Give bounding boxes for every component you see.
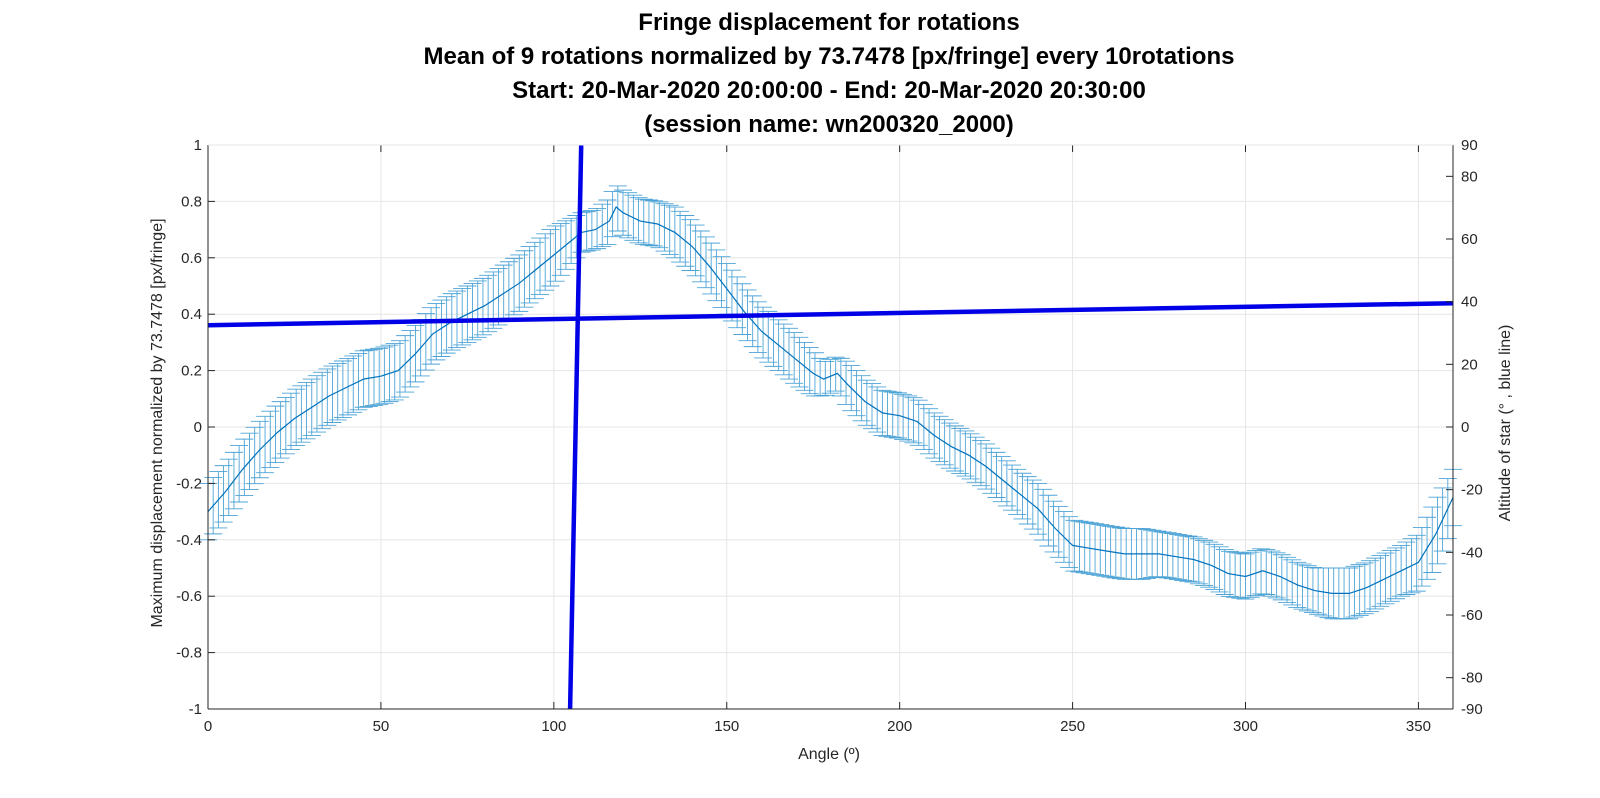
y-right-tick-label: -90 xyxy=(1461,701,1483,718)
y-tick-label: -0.8 xyxy=(176,645,202,662)
y-tick-label: 0 xyxy=(194,419,202,436)
title-line-1: Fringe displacement for rotations xyxy=(638,9,1019,36)
y-right-tick-label: -40 xyxy=(1461,544,1483,561)
chart-title: Fringe displacement for rotations Mean o… xyxy=(424,9,1235,138)
axes: 0 50 100 150 200 250 300 350-1-0.8-0.6-0.4-0.20… xyxy=(176,137,1483,735)
y-right-tick-label: 60 xyxy=(1461,231,1478,248)
y-right-tick-label: 40 xyxy=(1461,294,1478,311)
altitude-line-1 xyxy=(207,300,1454,328)
y-tick-label: 0.8 xyxy=(181,193,202,210)
x-tick-label: 300 xyxy=(1233,718,1258,735)
x-axis-label: Angle (º) xyxy=(798,746,860,763)
grid xyxy=(207,144,1453,710)
y-tick-label: -0.4 xyxy=(176,532,202,549)
x-tick-label: 0 xyxy=(204,718,212,735)
y-tick-label: 1 xyxy=(194,137,202,154)
x-tick-label: 150 xyxy=(714,718,739,735)
x-tick-label: 200 xyxy=(887,718,912,735)
y-axis-label-right: Altitude of star (° , blue line) xyxy=(1497,325,1514,522)
y-right-tick-label: 0 xyxy=(1461,419,1469,436)
mean-displacement-line xyxy=(207,206,1454,595)
y-right-tick-label: 20 xyxy=(1461,356,1478,373)
y-tick-label: 0.2 xyxy=(181,363,202,380)
title-line-2: Mean of 9 rotations normalized by 73.747… xyxy=(424,43,1235,70)
altitude-line-2 xyxy=(567,144,584,710)
y-tick-label: -1 xyxy=(189,701,202,718)
y-right-tick-label: 90 xyxy=(1461,137,1478,154)
title-line-4: (session name: wn200320_2000) xyxy=(644,111,1014,138)
y-tick-label: -0.2 xyxy=(176,475,202,492)
y-tick-label: -0.6 xyxy=(176,588,202,605)
y-right-tick-label: 80 xyxy=(1461,168,1478,185)
y-axis-label-left: Maximum displacement normalized by 73.74… xyxy=(149,218,166,627)
x-tick-label: 350 xyxy=(1406,718,1431,735)
x-tick-label: 100 xyxy=(541,718,566,735)
title-line-3: Start: 20-Mar-2020 20:00:00 - End: 20-Ma… xyxy=(512,77,1146,104)
y-right-tick-label: -80 xyxy=(1461,670,1483,687)
x-tick-label: 250 xyxy=(1060,718,1085,735)
y-right-tick-label: -60 xyxy=(1461,607,1483,624)
y-tick-label: 0.6 xyxy=(181,250,202,267)
y-tick-label: 0.4 xyxy=(181,306,202,323)
y-right-tick-label: -20 xyxy=(1461,482,1483,499)
x-tick-label: 50 xyxy=(373,718,390,735)
